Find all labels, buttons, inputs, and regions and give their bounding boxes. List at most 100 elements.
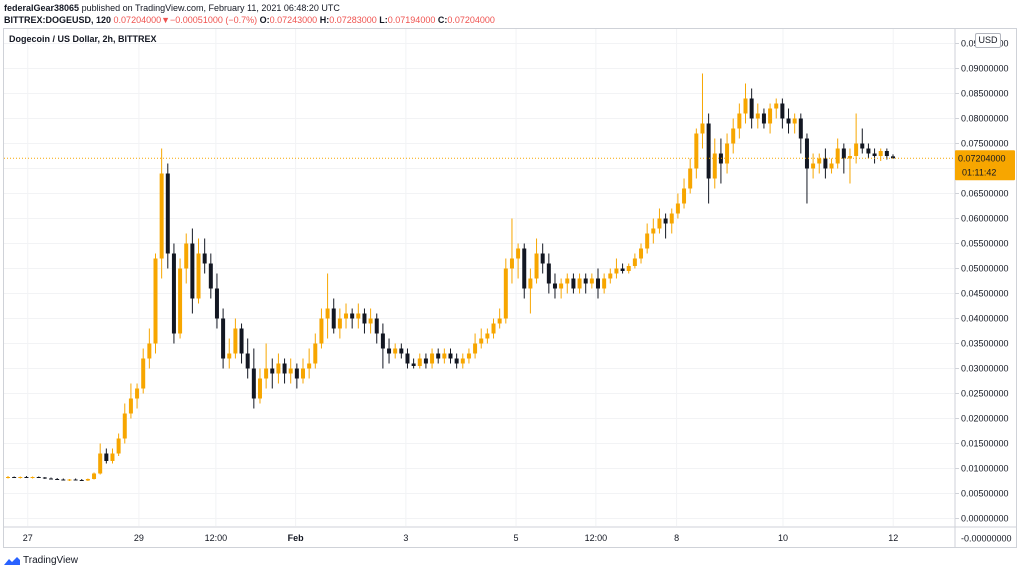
candle — [356, 303, 361, 329]
candle — [196, 238, 201, 304]
candle — [559, 278, 564, 299]
time-tick-label: 3 — [403, 533, 408, 543]
candle — [823, 148, 828, 179]
candle-body — [688, 168, 693, 189]
candle-body — [768, 108, 773, 124]
candle — [362, 308, 367, 334]
candle-body — [448, 353, 453, 359]
candle-body — [227, 353, 232, 359]
candle — [700, 73, 705, 149]
candle — [104, 448, 109, 464]
time-tick-label: 12:00 — [205, 533, 228, 543]
candle-body — [159, 173, 164, 259]
time-tick-label: 29 — [134, 533, 144, 543]
candle — [264, 343, 269, 389]
candle — [251, 348, 256, 409]
candle — [761, 108, 766, 129]
currency-selector[interactable]: USD — [975, 33, 1001, 48]
price-tick-label: 0.05000000 — [961, 264, 1009, 274]
candle — [387, 338, 392, 364]
candle-body — [6, 477, 10, 478]
candle — [337, 308, 342, 339]
time-tick-label: 27 — [23, 533, 33, 543]
candle — [67, 479, 72, 481]
candle-body — [571, 278, 576, 289]
candle-body — [294, 368, 299, 379]
grid — [4, 29, 954, 526]
candle — [706, 113, 711, 204]
candle-body — [620, 268, 625, 271]
candle — [669, 208, 674, 234]
symbol-label: BITTREX:DOGEUSD, 120 — [4, 15, 112, 25]
candle-body — [42, 477, 47, 479]
time-tick-label: 8 — [674, 533, 679, 543]
candle-body — [841, 148, 846, 159]
candle-body — [663, 218, 668, 224]
candle-body — [153, 258, 158, 344]
candle-body — [854, 143, 859, 156]
candle-body — [18, 477, 23, 478]
candle — [202, 238, 207, 274]
candle — [61, 478, 66, 481]
candle-body — [694, 133, 699, 169]
candle — [448, 348, 453, 364]
candle — [227, 338, 232, 369]
candle — [380, 323, 385, 369]
candle — [184, 233, 189, 284]
close-value: 0.07204000 — [447, 15, 495, 25]
time-tick-label: 5 — [514, 533, 519, 543]
high-label: H: — [319, 15, 330, 25]
price-tick-label: 0.05500000 — [961, 239, 1009, 249]
candle-body — [110, 453, 115, 461]
candle-body — [313, 343, 318, 364]
candle-body — [669, 213, 674, 224]
candle — [178, 258, 183, 339]
candle-body — [454, 358, 459, 364]
candle — [270, 358, 275, 389]
candle — [552, 273, 557, 299]
candle — [872, 148, 877, 164]
candle-body — [774, 103, 779, 109]
candle — [503, 258, 508, 324]
price-tick-label: 0.02000000 — [961, 414, 1009, 424]
candle-body — [128, 398, 133, 414]
candle — [516, 243, 521, 279]
candle-body — [122, 413, 127, 439]
candle — [307, 348, 312, 379]
candle-body — [804, 138, 809, 169]
candle — [92, 472, 97, 480]
author-name[interactable]: federalGear38065 — [4, 3, 80, 13]
candle-body — [135, 388, 140, 399]
candle — [331, 298, 336, 334]
candle-body — [202, 253, 207, 264]
price-tick-label: 0.01500000 — [961, 439, 1009, 449]
price-change: −0.00051000 (−0.7%) — [170, 15, 258, 25]
candle-body — [479, 338, 484, 344]
candle-body — [503, 268, 508, 319]
candle-body — [245, 353, 250, 369]
candle-body — [374, 318, 379, 334]
candle — [528, 268, 533, 314]
candle — [30, 476, 35, 479]
price-tick-label: 0.08000000 — [961, 114, 1009, 124]
candle-body — [171, 253, 176, 334]
tradingview-footer[interactable]: TradingView — [4, 555, 78, 566]
candle-body — [540, 253, 545, 264]
candle-body — [460, 358, 465, 364]
candle-body — [30, 477, 35, 478]
candle — [866, 143, 871, 159]
candle — [632, 253, 637, 269]
candle-body — [362, 313, 367, 324]
candle-body — [423, 358, 428, 364]
candle — [589, 273, 594, 289]
candle — [282, 358, 287, 384]
candle — [122, 403, 127, 444]
candle — [614, 258, 619, 279]
candle — [804, 133, 809, 204]
candle-body — [49, 478, 54, 480]
candle — [24, 476, 29, 478]
candle-body — [786, 118, 791, 124]
candle-body — [92, 473, 97, 479]
candle-body — [466, 353, 471, 359]
